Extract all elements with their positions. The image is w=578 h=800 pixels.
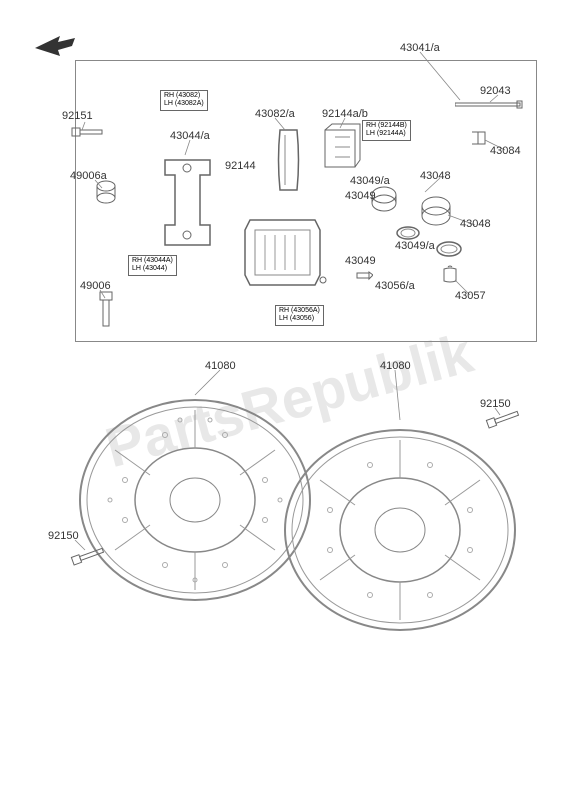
label-43041a: 43041/a — [400, 42, 440, 54]
label-43048-1: 43048 — [420, 170, 451, 182]
label-43049a-1: 43049/a — [350, 175, 390, 187]
label-92043: 92043 — [480, 85, 511, 97]
label-41080-2: 41080 — [380, 360, 411, 372]
label-43044a: 43044/a — [170, 130, 210, 142]
label-49006a: 49006a — [70, 170, 107, 182]
label-92144: 92144 — [225, 160, 256, 172]
label-43057: 43057 — [455, 290, 486, 302]
label-43084: 43084 — [490, 145, 521, 157]
label-43049a-2: 43049/a — [395, 240, 435, 252]
label-41080-1: 41080 — [205, 360, 236, 372]
label-49006: 49006 — [80, 280, 111, 292]
label-92150-2: 92150 — [48, 530, 79, 542]
label-43082a: 43082/a — [255, 108, 295, 120]
label-box-43044: RH (43044A) LH (43044) — [128, 255, 177, 276]
label-92144ab: 92144a/b — [322, 108, 368, 120]
label-box-43056: RH (43056A) LH (43056) — [275, 305, 324, 326]
label-box-92144: RH (92144B) LH (92144A) — [362, 120, 411, 141]
label-43049-1: 43049 — [345, 190, 376, 202]
label-43056a: 43056/a — [375, 280, 415, 292]
direction-arrow-icon — [30, 28, 80, 68]
label-92151: 92151 — [62, 110, 93, 122]
label-92150-1: 92150 — [480, 398, 511, 410]
label-43048-2: 43048 — [460, 218, 491, 230]
label-43049-2: 43049 — [345, 255, 376, 267]
label-box-43082: RH (43082) LH (43082A) — [160, 90, 208, 111]
